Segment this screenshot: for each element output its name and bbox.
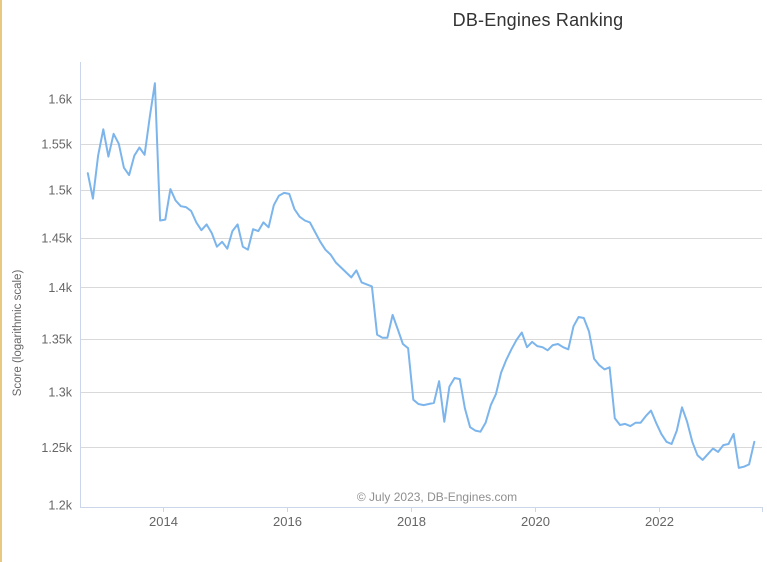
y-tick-label: 1.3k xyxy=(48,386,72,400)
chart-title: DB-Engines Ranking xyxy=(452,10,624,30)
y-axis-title: Score (logarithmic scale) xyxy=(12,270,24,397)
credit-text: © July 2023, DB-Engines.com xyxy=(357,490,517,504)
x-tick-label: 2016 xyxy=(273,514,302,529)
gridlines xyxy=(80,99,762,448)
axes xyxy=(80,62,762,508)
y-tick-label: 1.5k xyxy=(48,184,72,198)
x-axis-ticks xyxy=(163,507,763,512)
x-tick-label: 2020 xyxy=(521,514,550,529)
series-line[interactable] xyxy=(86,82,756,469)
x-axis-labels: 2014 2016 2018 2020 2022 xyxy=(149,514,674,529)
x-tick-label: 2022 xyxy=(645,514,674,529)
y-tick-label: 1.6k xyxy=(48,93,72,107)
x-tick-label: 2018 xyxy=(397,514,426,529)
y-tick-label: 1.2k xyxy=(48,499,72,513)
x-tick-label: 2014 xyxy=(149,514,178,529)
y-tick-label: 1.35k xyxy=(41,332,72,346)
page-edge-strip xyxy=(0,0,2,562)
y-axis-labels: 1.6k 1.55k 1.5k 1.45k 1.4k 1.35k 1.3k 1.25k 1.2k xyxy=(41,93,72,513)
y-tick-label: 1.4k xyxy=(48,281,72,295)
y-tick-label: 1.45k xyxy=(41,231,72,245)
y-tick-label: 1.55k xyxy=(41,137,72,151)
y-tick-label: 1.25k xyxy=(41,441,72,455)
